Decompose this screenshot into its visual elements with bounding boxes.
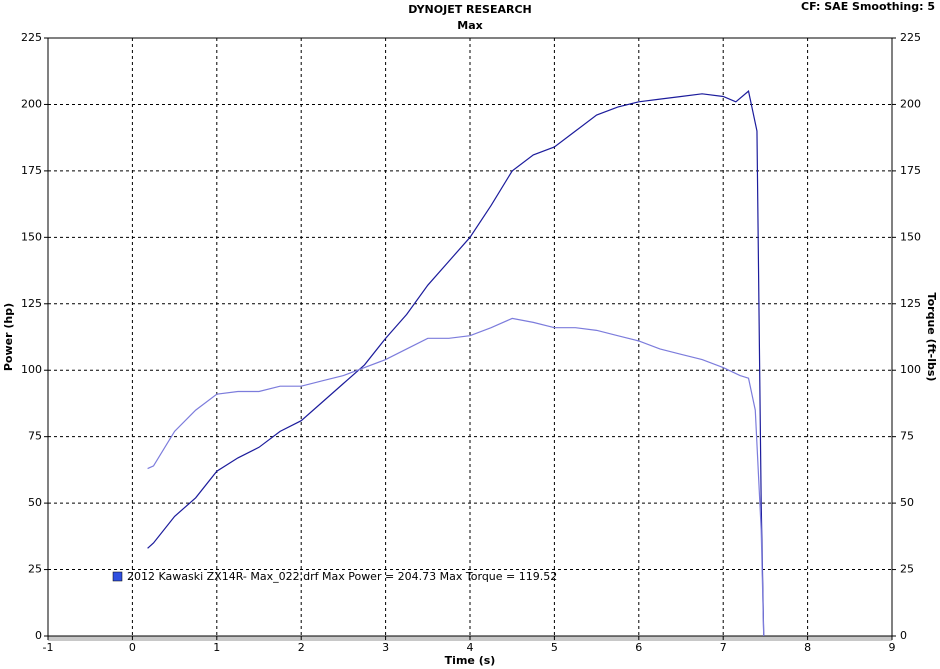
x-tick-label: 8	[804, 641, 811, 654]
y-tick-label: 200	[21, 97, 42, 110]
legend-swatch	[112, 571, 123, 582]
plot-frame	[47, 37, 893, 637]
x-tick-label: 5	[551, 641, 558, 654]
y-tick-label: 175	[21, 164, 42, 177]
series-line	[147, 317, 765, 637]
y-tick-label: 225	[21, 31, 42, 44]
series-line	[147, 90, 765, 637]
y-tick-label: 150	[21, 230, 42, 243]
x-tick-label: 0	[129, 641, 136, 654]
y-tick-label: 125	[21, 297, 42, 310]
chart-title: DYNOJET RESEARCH	[408, 3, 531, 16]
y2-tick-label: 125	[900, 297, 921, 310]
y-tick-label: 25	[28, 563, 42, 576]
x-tick-label: 3	[382, 641, 389, 654]
y2-tick-label: 75	[900, 430, 914, 443]
y2-axis-label: Torque (ft-lbs)	[925, 293, 938, 382]
y-tick-label: 100	[21, 363, 42, 376]
y-axis-label: Power (hp)	[2, 303, 15, 371]
y-tick-label: 75	[28, 430, 42, 443]
x-tick-label: 7	[720, 641, 727, 654]
x-tick-label: 1	[213, 641, 220, 654]
y2-tick-label: 50	[900, 496, 914, 509]
settings-text: CF: SAE Smoothing: 5	[801, 0, 935, 13]
y-tick-label: 50	[28, 496, 42, 509]
x-tick-label: 9	[889, 641, 896, 654]
chart-subtitle: Max	[457, 19, 482, 32]
y2-tick-label: 225	[900, 31, 921, 44]
legend-text: 2012 Kawaski ZX14R- Max_022.drf Max Powe…	[127, 570, 557, 583]
y2-tick-label: 175	[900, 164, 921, 177]
y2-tick-label: 25	[900, 563, 914, 576]
x-tick-label: 2	[298, 641, 305, 654]
x-tick-label: -1	[43, 641, 54, 654]
y-tick-label: 0	[35, 629, 42, 642]
y2-tick-label: 200	[900, 97, 921, 110]
y2-tick-label: 150	[900, 230, 921, 243]
y2-tick-label: 100	[900, 363, 921, 376]
x-axis-label: Time (s)	[445, 654, 496, 667]
y2-tick-label: 0	[900, 629, 907, 642]
x-tick-label: 4	[467, 641, 474, 654]
x-tick-label: 6	[635, 641, 642, 654]
